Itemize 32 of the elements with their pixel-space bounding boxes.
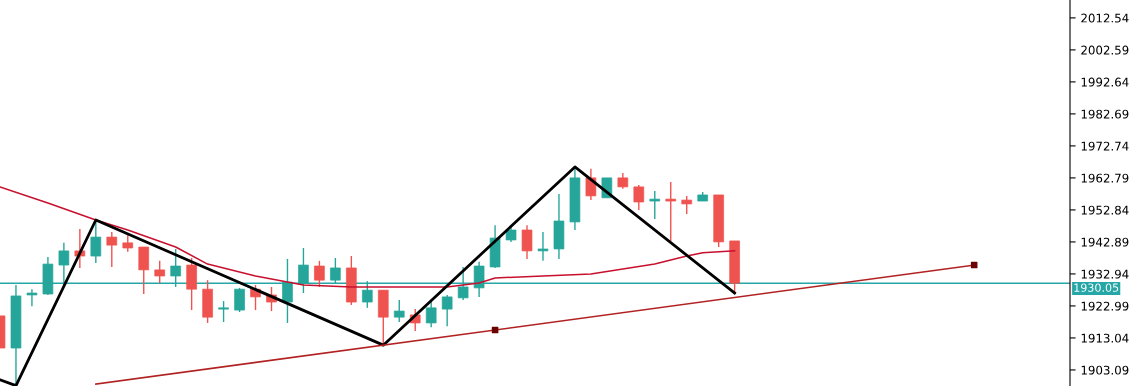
candlestick bbox=[234, 287, 245, 313]
candlestick bbox=[681, 195, 693, 215]
candlestick bbox=[90, 220, 102, 264]
candlestick bbox=[154, 260, 165, 284]
y-tick-label: 1922.99 bbox=[1081, 301, 1129, 311]
y-tick-label: 1903.09 bbox=[1081, 365, 1129, 375]
y-tick-label: 1982.69 bbox=[1081, 109, 1129, 119]
candlestick bbox=[106, 231, 118, 268]
candlestick bbox=[26, 288, 38, 307]
y-tick-label: 2002.59 bbox=[1081, 45, 1129, 55]
candlestick bbox=[537, 231, 549, 262]
ref-line-label: 1930.05 bbox=[1074, 283, 1119, 292]
y-tick-label: 1952.84 bbox=[1081, 205, 1129, 215]
y-tick-label: 1972.74 bbox=[1081, 141, 1129, 151]
candlestick bbox=[314, 260, 325, 288]
y-tick-label: 1942.89 bbox=[1081, 237, 1129, 247]
y-tick-label: 2012.54 bbox=[1081, 13, 1129, 23]
candlestick bbox=[218, 300, 229, 323]
candlestick bbox=[521, 224, 533, 260]
candlestick bbox=[649, 190, 661, 220]
candlestick bbox=[393, 299, 405, 323]
line-series bbox=[0, 165, 737, 386]
candlestick bbox=[633, 184, 645, 211]
y-tick-label: 1913.04 bbox=[1081, 333, 1129, 343]
y-tick-label: 1962.79 bbox=[1081, 173, 1129, 183]
candlestick bbox=[138, 246, 150, 295]
y-tick-label: 1992.64 bbox=[1081, 77, 1129, 87]
candlestick bbox=[425, 299, 437, 328]
y-tick-label: 1932.94 bbox=[1081, 269, 1129, 279]
candlestick bbox=[665, 181, 677, 242]
candlestick bbox=[441, 294, 453, 327]
line-series bbox=[0, 186, 736, 288]
